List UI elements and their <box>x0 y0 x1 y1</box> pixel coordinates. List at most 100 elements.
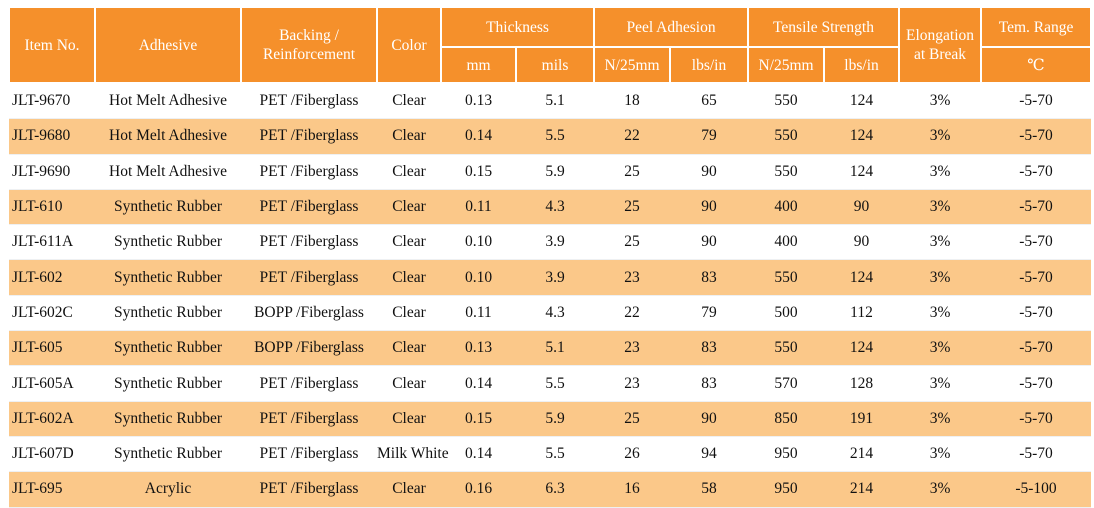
cell-tem-range: -5-70 <box>981 224 1092 261</box>
cell-peel-n25mm: 18 <box>594 83 671 120</box>
header-elongation-line2: at Break <box>913 46 967 63</box>
cell-thickness-mils: 3.9 <box>516 224 595 261</box>
table-row: JLT-610 Synthetic Rubber PET /Fiberglass Cl… <box>9 189 1092 226</box>
cell-tem-range: -5-70 <box>981 83 1092 120</box>
cell-adhesive: Synthetic Rubber <box>95 295 241 332</box>
cell-adhesive: Synthetic Rubber <box>95 365 241 402</box>
cell-item-no: JLT-9680 <box>9 118 95 155</box>
cell-item-no: JLT-611A <box>9 224 95 261</box>
table-row: JLT-611A Synthetic Rubber PET /Fiberglass C… <box>9 224 1092 261</box>
cell-thickness-mils: 4.3 <box>516 189 595 226</box>
cell-thickness-mils: 5.9 <box>516 154 595 190</box>
cell-elongation: 3% <box>899 436 982 473</box>
header-backing-line1: Backing / <box>279 27 339 44</box>
cell-adhesive: Synthetic Rubber <box>95 189 241 226</box>
cell-tensile-lbsin: 214 <box>824 436 900 473</box>
cell-thickness-mils: 5.1 <box>516 83 595 120</box>
cell-peel-lbsin: 83 <box>670 330 749 367</box>
cell-thickness-mm: 0.13 <box>441 330 516 367</box>
cell-backing: BOPP /Fiberglass <box>241 295 377 332</box>
cell-backing: PET /Fiberglass <box>241 436 377 473</box>
table-row: JLT-602C Synthetic Rubber BOPP /Fiberglass… <box>9 295 1092 332</box>
cell-item-no: JLT-610 <box>9 189 95 226</box>
cell-thickness-mm: 0.11 <box>441 189 516 226</box>
cell-tensile-lbsin: 124 <box>824 330 900 367</box>
cell-item-no: JLT-695 <box>9 471 95 508</box>
cell-thickness-mm: 0.10 <box>441 259 516 296</box>
cell-elongation: 3% <box>899 259 982 296</box>
cell-color: Clear <box>377 401 441 437</box>
cell-elongation: 3% <box>899 401 982 437</box>
cell-thickness-mils: 6.3 <box>516 471 595 508</box>
cell-tensile-lbsin: 90 <box>824 224 900 261</box>
cell-peel-lbsin: 94 <box>670 436 749 473</box>
cell-tensile-n25mm: 550 <box>748 259 825 296</box>
cell-tensile-lbsin: 214 <box>824 471 900 508</box>
table-row: JLT-602 Synthetic Rubber PET /Fiberglass Cl… <box>9 259 1092 296</box>
cell-backing: PET /Fiberglass <box>241 471 377 508</box>
cell-peel-lbsin: 90 <box>670 154 749 190</box>
cell-color: Clear <box>377 259 441 296</box>
cell-tem-range: -5-70 <box>981 401 1092 437</box>
cell-tem-range: -5-70 <box>981 118 1092 155</box>
table-row: JLT-9670 Hot Melt Adhesive PET /Fiberglass… <box>9 83 1092 120</box>
subheader-tensile-n25mm: N/25mm <box>747 46 826 84</box>
cell-peel-lbsin: 90 <box>670 401 749 437</box>
cell-tensile-lbsin: 90 <box>824 189 900 226</box>
header-backing-line2: Reinforcement <box>262 46 356 63</box>
cell-peel-n25mm: 25 <box>594 401 671 437</box>
cell-thickness-mm: 0.14 <box>441 436 516 473</box>
subheader-peel-n25mm: N/25mm <box>593 46 672 84</box>
cell-tensile-n25mm: 550 <box>748 330 825 367</box>
cell-tem-range: -5-70 <box>981 189 1092 226</box>
cell-peel-lbsin: 79 <box>670 295 749 332</box>
cell-backing: PET /Fiberglass <box>241 189 377 226</box>
cell-item-no: JLT-9690 <box>9 154 95 190</box>
cell-adhesive: Acrylic <box>95 471 241 508</box>
header-tem-range: Tem. Range <box>980 6 1093 48</box>
cell-backing: PET /Fiberglass <box>241 83 377 120</box>
cell-elongation: 3% <box>899 365 982 402</box>
cell-thickness-mm: 0.10 <box>441 224 516 261</box>
cell-item-no: JLT-602 <box>9 259 95 296</box>
cell-tensile-lbsin: 112 <box>824 295 900 332</box>
cell-elongation: 3% <box>899 118 982 155</box>
cell-tensile-n25mm: 950 <box>748 471 825 508</box>
cell-tensile-n25mm: 570 <box>748 365 825 402</box>
cell-tensile-lbsin: 124 <box>824 259 900 296</box>
cell-item-no: JLT-607D <box>9 436 95 473</box>
table-row: JLT-605A Synthetic Rubber PET /Fiberglass C… <box>9 365 1092 402</box>
cell-elongation: 3% <box>899 295 982 332</box>
table-row: JLT-9690 Hot Melt Adhesive PET /Fiberglass… <box>9 154 1092 190</box>
table-row: JLT-695 Acrylic PET /Fiberglass Clear 0.16 6.… <box>9 471 1092 508</box>
cell-tem-range: -5-70 <box>981 365 1092 402</box>
cell-adhesive: Hot Melt Adhesive <box>95 83 241 120</box>
header-item-no: Item No. <box>8 6 96 84</box>
header-elongation: Elongation at Break <box>898 6 983 84</box>
header-thickness: Thickness <box>439 6 596 48</box>
cell-backing: PET /Fiberglass <box>241 259 377 296</box>
cell-thickness-mils: 5.5 <box>516 118 595 155</box>
cell-peel-lbsin: 83 <box>670 365 749 402</box>
cell-tensile-n25mm: 850 <box>748 401 825 437</box>
subheader-thickness-mm: mm <box>440 46 517 84</box>
cell-adhesive: Synthetic Rubber <box>95 259 241 296</box>
header-backing: Backing / Reinforcement <box>240 6 378 84</box>
cell-peel-n25mm: 23 <box>594 259 671 296</box>
table-row: JLT-9680 Hot Melt Adhesive PET /Fiberglass… <box>9 118 1092 155</box>
cell-adhesive: Synthetic Rubber <box>95 436 241 473</box>
cell-elongation: 3% <box>899 154 982 190</box>
cell-tensile-n25mm: 500 <box>748 295 825 332</box>
cell-peel-lbsin: 58 <box>670 471 749 508</box>
cell-tem-range: -5-100 <box>981 471 1092 508</box>
cell-tensile-n25mm: 400 <box>748 224 825 261</box>
cell-tensile-n25mm: 550 <box>748 83 825 120</box>
cell-color: Clear <box>377 118 441 155</box>
header-tensile-strength: Tensile Strength <box>747 6 901 48</box>
cell-adhesive: Synthetic Rubber <box>95 401 241 437</box>
subheader-tem-unit: ℃ <box>980 46 1093 84</box>
cell-tensile-lbsin: 124 <box>824 83 900 120</box>
cell-color: Clear <box>377 154 441 190</box>
cell-peel-n25mm: 23 <box>594 365 671 402</box>
cell-tem-range: -5-70 <box>981 259 1092 296</box>
